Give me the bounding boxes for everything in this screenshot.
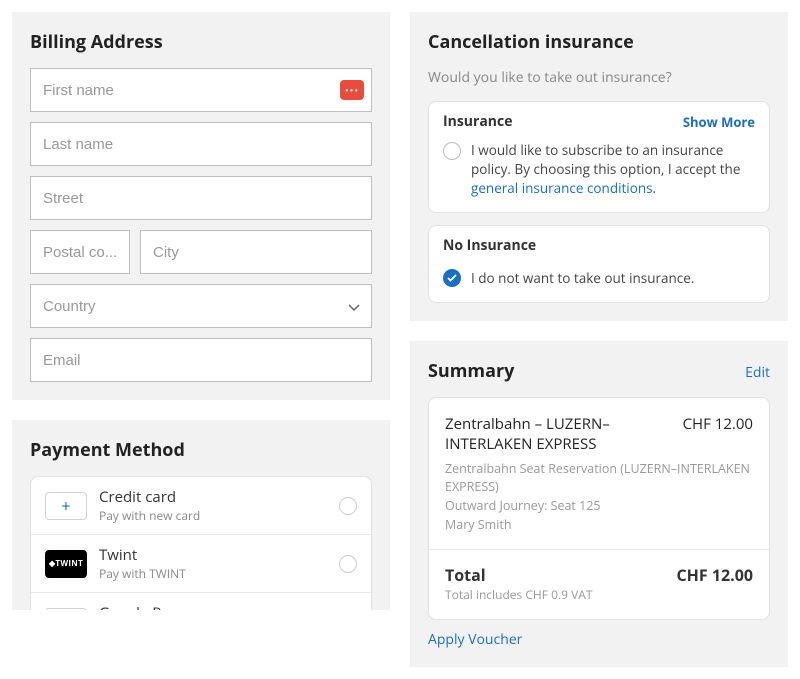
billing-address-panel: Billing Address ••• — [12, 12, 390, 400]
country-select[interactable] — [30, 284, 372, 328]
radio-checked-icon[interactable] — [443, 269, 461, 287]
insurance-opt-out-header: No Insurance — [443, 236, 536, 255]
last-name-input[interactable] — [30, 122, 372, 166]
autofill-icon[interactable]: ••• — [340, 80, 364, 100]
apply-voucher-link[interactable]: Apply Voucher — [428, 630, 522, 649]
radio-icon — [339, 497, 357, 515]
show-more-link[interactable]: Show More — [683, 113, 755, 131]
insurance-opt-out-card[interactable]: No Insurance I do not want to take out i… — [428, 225, 770, 303]
postal-code-input[interactable] — [30, 230, 130, 274]
email-input[interactable] — [30, 338, 372, 382]
summary-card: Zentralbahn – LUZERN–INTERLAKEN EXPRESS … — [428, 397, 770, 620]
payment-option-google-pay[interactable]: G Pay Google Pay Pay with Google Pay — [31, 593, 371, 610]
billing-title: Billing Address — [30, 30, 372, 54]
total-price: CHF 12.00 — [676, 564, 753, 603]
insurance-subtitle: Would you like to take out insurance? — [428, 68, 770, 87]
summary-item-meta: Zentralbahn Seat Reservation (LUZERN–INT… — [445, 460, 753, 535]
insurance-conditions-link[interactable]: general insurance conditions — [471, 179, 653, 197]
insurance-opt-in-text: I would like to subscribe to an insuranc… — [471, 141, 755, 198]
city-input[interactable] — [140, 230, 372, 274]
insurance-opt-in-card[interactable]: Insurance Show More I would like to subs… — [428, 101, 770, 213]
divider — [429, 549, 769, 550]
payment-option-name: Google Pay — [99, 603, 327, 610]
payment-option-name: Twint — [99, 545, 327, 565]
summary-panel: Summary Edit Zentralbahn – LUZERN–INTERL… — [410, 341, 788, 667]
summary-item-price: CHF 12.00 — [683, 414, 753, 454]
payment-option-credit-card[interactable]: + Credit card Pay with new card — [31, 477, 371, 535]
payment-option-sub: Pay with TWINT — [99, 565, 327, 582]
payment-option-name: Credit card — [99, 487, 327, 507]
total-sub: Total includes CHF 0.9 VAT — [445, 586, 592, 603]
payment-title: Payment Method — [30, 438, 372, 462]
credit-card-icon: + — [45, 492, 87, 520]
summary-title: Summary — [428, 359, 514, 383]
radio-icon — [339, 555, 357, 573]
edit-link[interactable]: Edit — [745, 363, 770, 382]
insurance-opt-in-header: Insurance — [443, 112, 512, 131]
payment-method-panel: Payment Method + Credit card Pay with ne… — [12, 420, 390, 610]
google-pay-icon: G Pay — [45, 608, 87, 611]
first-name-input[interactable] — [30, 68, 372, 112]
total-label: Total — [445, 564, 592, 586]
twint-icon: TWINT — [45, 550, 87, 578]
street-input[interactable] — [30, 176, 372, 220]
cancellation-insurance-panel: Cancellation insurance Would you like to… — [410, 12, 788, 321]
radio-unchecked-icon[interactable] — [443, 142, 461, 160]
insurance-opt-out-text: I do not want to take out insurance. — [471, 269, 694, 288]
payment-option-twint[interactable]: TWINT Twint Pay with TWINT — [31, 535, 371, 593]
summary-item-title: Zentralbahn – LUZERN–INTERLAKEN EXPRESS — [445, 414, 673, 454]
payment-option-sub: Pay with new card — [99, 507, 327, 524]
payment-method-list: + Credit card Pay with new card TWINT Tw… — [30, 476, 372, 610]
insurance-title: Cancellation insurance — [428, 30, 770, 54]
